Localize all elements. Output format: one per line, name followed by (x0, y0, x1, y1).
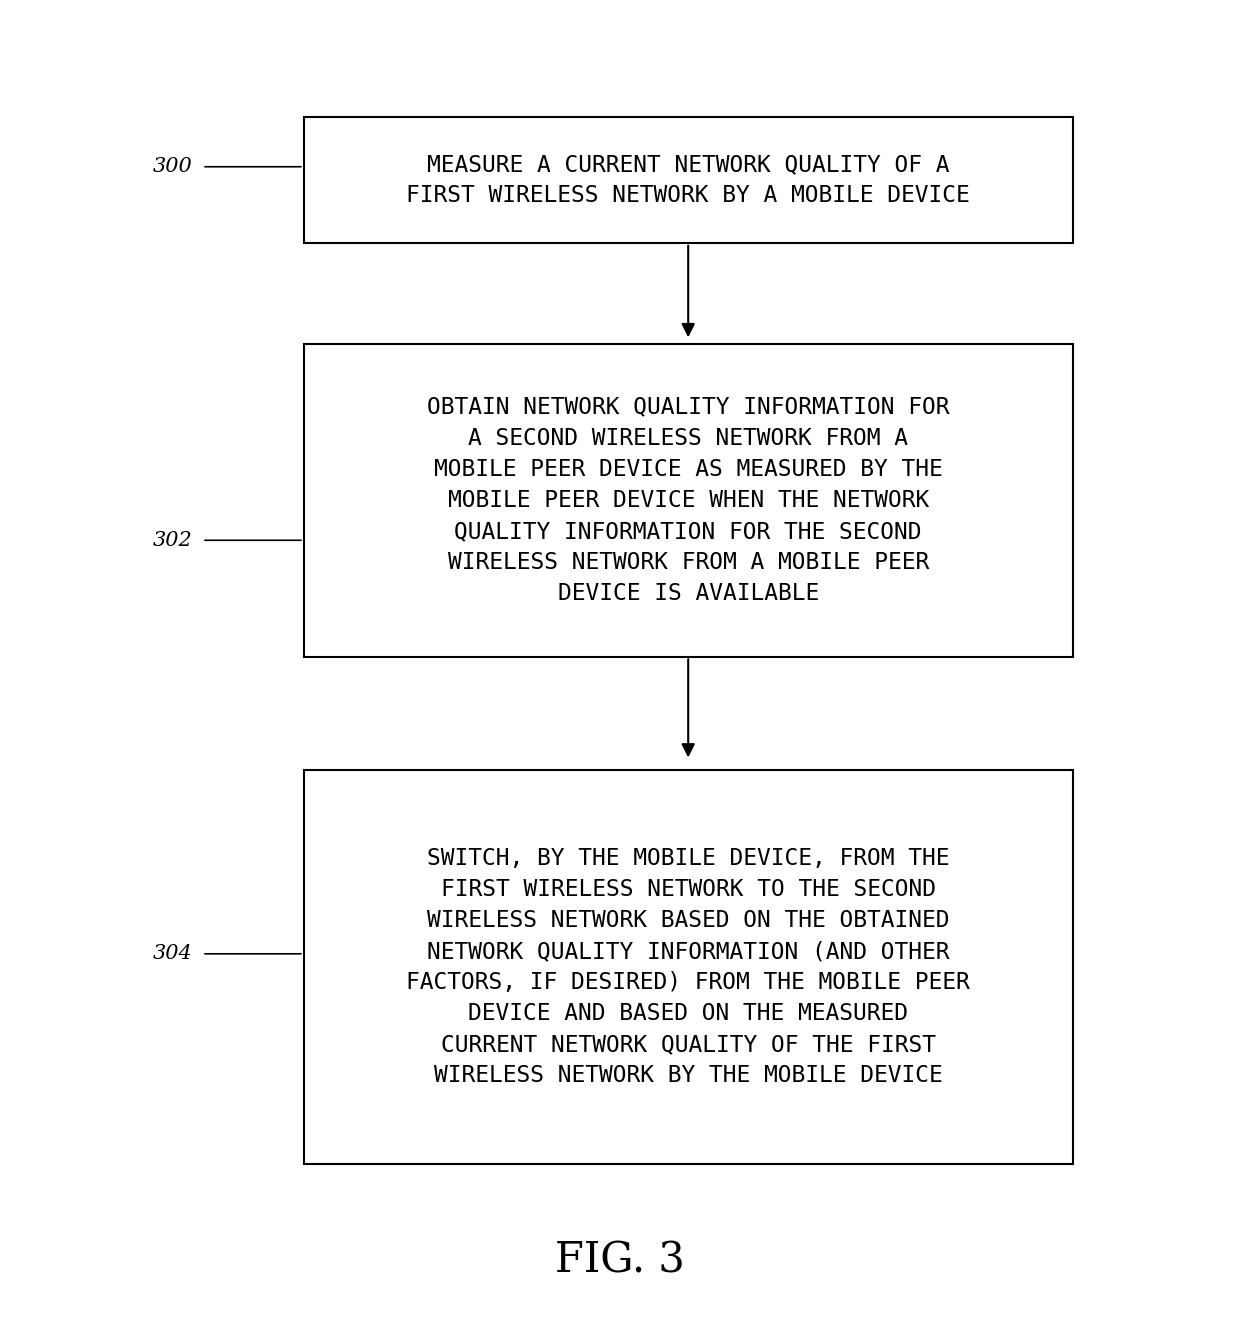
Text: SWITCH, BY THE MOBILE DEVICE, FROM THE
FIRST WIRELESS NETWORK TO THE SECOND
WIRE: SWITCH, BY THE MOBILE DEVICE, FROM THE F… (407, 847, 970, 1087)
Bar (304, 116, 1073, 243)
Bar (304, 771, 1073, 1163)
Text: FIG. 3: FIG. 3 (556, 1239, 684, 1282)
Text: MEASURE A CURRENT NETWORK QUALITY OF A
FIRST WIRELESS NETWORK BY A MOBILE DEVICE: MEASURE A CURRENT NETWORK QUALITY OF A F… (407, 153, 970, 207)
Bar (304, 343, 1073, 656)
Text: 304: 304 (153, 944, 192, 963)
Text: 300: 300 (153, 157, 192, 176)
Text: 302: 302 (153, 531, 192, 550)
Text: OBTAIN NETWORK QUALITY INFORMATION FOR
A SECOND WIRELESS NETWORK FROM A
MOBILE P: OBTAIN NETWORK QUALITY INFORMATION FOR A… (427, 395, 950, 606)
